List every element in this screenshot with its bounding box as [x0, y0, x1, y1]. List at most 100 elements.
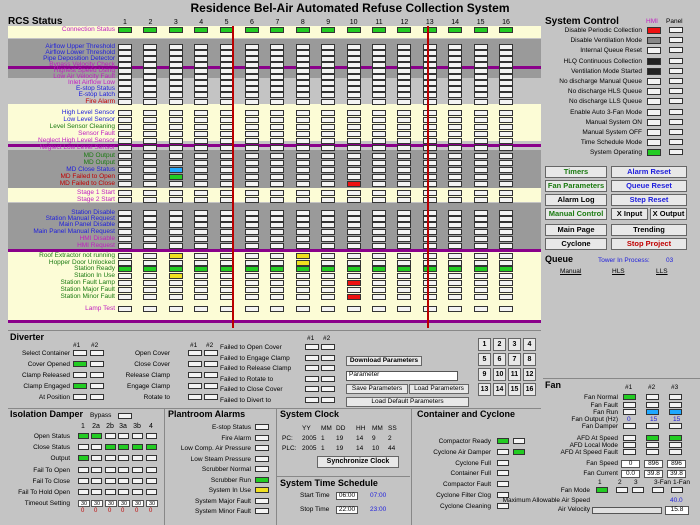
hmi-indicator[interactable]	[647, 118, 661, 126]
hmi-indicator[interactable]	[647, 149, 661, 157]
x-input-button[interactable]: X Input	[611, 208, 648, 220]
iso-col-header: 3a	[119, 423, 127, 430]
synchronize-clock-button[interactable]: Synchronize Clock	[317, 456, 399, 468]
diverter-cmd-indicator[interactable]	[188, 361, 202, 367]
tower-key-16[interactable]: 16	[523, 383, 536, 396]
tower-key-2[interactable]: 2	[493, 338, 506, 351]
fan-mode-option[interactable]	[652, 487, 664, 493]
start-time-setting[interactable]: 06:00	[336, 492, 358, 500]
rcs-indicator	[422, 92, 437, 98]
save-parameters-button[interactable]: Save Parameters	[346, 384, 408, 394]
diverter-cmd-indicator[interactable]	[188, 383, 202, 389]
rcs-indicator	[143, 287, 158, 293]
rcs-indicator	[295, 50, 310, 56]
timers-button[interactable]: Timers	[545, 166, 607, 178]
iso-timeout-input[interactable]: 30	[146, 500, 158, 508]
diverter-cmd-indicator[interactable]	[204, 350, 218, 356]
diverter-cmd-indicator[interactable]	[188, 372, 202, 378]
fan-mode-option[interactable]	[596, 487, 608, 493]
fan-mode-option-label: 2	[618, 479, 622, 486]
rcs-indicator	[397, 138, 412, 144]
hmi-indicator[interactable]	[647, 139, 661, 147]
rcs-indicator	[118, 50, 132, 56]
iso-timeout-input[interactable]: 30	[132, 500, 144, 508]
rcs-indicator	[346, 56, 361, 62]
tower-key-1[interactable]: 1	[478, 338, 491, 351]
x-output-button[interactable]: X Output	[650, 208, 687, 220]
tower-key-12[interactable]: 12	[523, 368, 536, 381]
hmi-indicator[interactable]	[647, 129, 661, 136]
rcs-indicator	[194, 294, 209, 300]
rcs-indicator	[448, 197, 463, 203]
trending-button[interactable]: Trending	[611, 224, 687, 236]
step-reset-button[interactable]: Step Reset	[611, 194, 687, 206]
stop-time-setting[interactable]: 22:00	[336, 506, 358, 514]
rcs-indicator	[270, 86, 285, 92]
main-page-button[interactable]: Main Page	[545, 224, 607, 236]
diverter-cmd-indicator[interactable]	[188, 394, 202, 400]
tower-key-6[interactable]: 6	[493, 353, 506, 366]
cyclone-button[interactable]: Cyclone	[545, 238, 607, 250]
diverter-cmd-indicator[interactable]	[188, 350, 202, 356]
hmi-indicator[interactable]	[647, 78, 661, 85]
hmi-indicator[interactable]	[647, 37, 661, 45]
rcs-indicator	[321, 280, 336, 286]
fan-indicator	[623, 402, 636, 408]
hmi-indicator[interactable]	[647, 57, 661, 65]
fan-parameters-button[interactable]: Fan Parameters	[545, 180, 607, 192]
tower-key-14[interactable]: 14	[493, 383, 506, 396]
hmi-indicator[interactable]	[647, 98, 661, 106]
iso-timeout-input[interactable]: 30	[91, 500, 103, 508]
iso-col-header: 2a	[92, 423, 100, 430]
tower-key-11[interactable]: 11	[508, 368, 521, 381]
diverter-cmd-indicator[interactable]	[204, 394, 218, 400]
rcs-indicator	[143, 86, 158, 92]
diverter-cmd-indicator[interactable]	[204, 383, 218, 389]
rcs-row-label: Pipe Deposition Detector	[43, 55, 115, 62]
fan-mode-option[interactable]	[632, 487, 644, 493]
container-label: Compactor Ready	[438, 438, 491, 445]
load-default-parameters-button[interactable]: Load Default Parameters	[346, 397, 469, 407]
tower-key-3[interactable]: 3	[508, 338, 521, 351]
fan-row-label: Fan Fault	[590, 402, 618, 409]
max-air-speed-value: 40.0	[670, 497, 683, 504]
tower-key-8[interactable]: 8	[523, 353, 536, 366]
hmi-indicator[interactable]	[647, 108, 661, 116]
parameter-input[interactable]: Parameter	[346, 371, 458, 381]
alarm-log-button[interactable]: Alarm Log	[545, 194, 607, 206]
fan-indicator	[623, 423, 636, 429]
rcs-row-label: Highest Speed Using	[53, 67, 115, 74]
diverter-cmd-indicator[interactable]	[204, 361, 218, 367]
load-parameters-button[interactable]: Load Parameters	[409, 384, 469, 394]
alarm-reset-button[interactable]: Alarm Reset	[611, 166, 687, 178]
tower-key-13[interactable]: 13	[478, 383, 491, 396]
rcs-indicator	[397, 174, 412, 180]
rcs-indicator	[295, 260, 310, 266]
rcs-indicator	[321, 62, 336, 68]
iso-timeout-input[interactable]: 30	[78, 500, 90, 508]
download-parameters-button[interactable]: Download Parameters	[346, 356, 422, 366]
hmi-indicator[interactable]	[647, 67, 661, 75]
rcs-indicator	[270, 210, 285, 216]
hmi-indicator[interactable]	[647, 27, 661, 34]
rcs-indicator	[295, 99, 310, 105]
manual-control-button[interactable]: Manual Control	[545, 208, 607, 220]
iso-timeout-input[interactable]: 30	[118, 500, 130, 508]
fan-indicator	[646, 442, 659, 448]
queue-reset-button[interactable]: Queue Reset	[611, 180, 687, 192]
fan-mode-option[interactable]	[616, 487, 628, 493]
tower-key-5[interactable]: 5	[478, 353, 491, 366]
rcs-indicator	[270, 117, 285, 123]
diverter-cmd-indicator[interactable]	[204, 372, 218, 378]
iso-timeout-input[interactable]: 30	[105, 500, 117, 508]
tower-key-15[interactable]: 15	[508, 383, 521, 396]
tower-key-4[interactable]: 4	[523, 338, 536, 351]
tower-key-9[interactable]: 9	[478, 368, 491, 381]
stop-project-button[interactable]: Stop Project	[611, 238, 687, 250]
hmi-indicator[interactable]	[647, 47, 661, 55]
tower-key-10[interactable]: 10	[493, 368, 506, 381]
tower-key-7[interactable]: 7	[508, 353, 521, 366]
rcs-indicator	[448, 216, 463, 222]
fan-mode-option[interactable]	[671, 487, 683, 493]
hmi-indicator[interactable]	[647, 88, 661, 96]
